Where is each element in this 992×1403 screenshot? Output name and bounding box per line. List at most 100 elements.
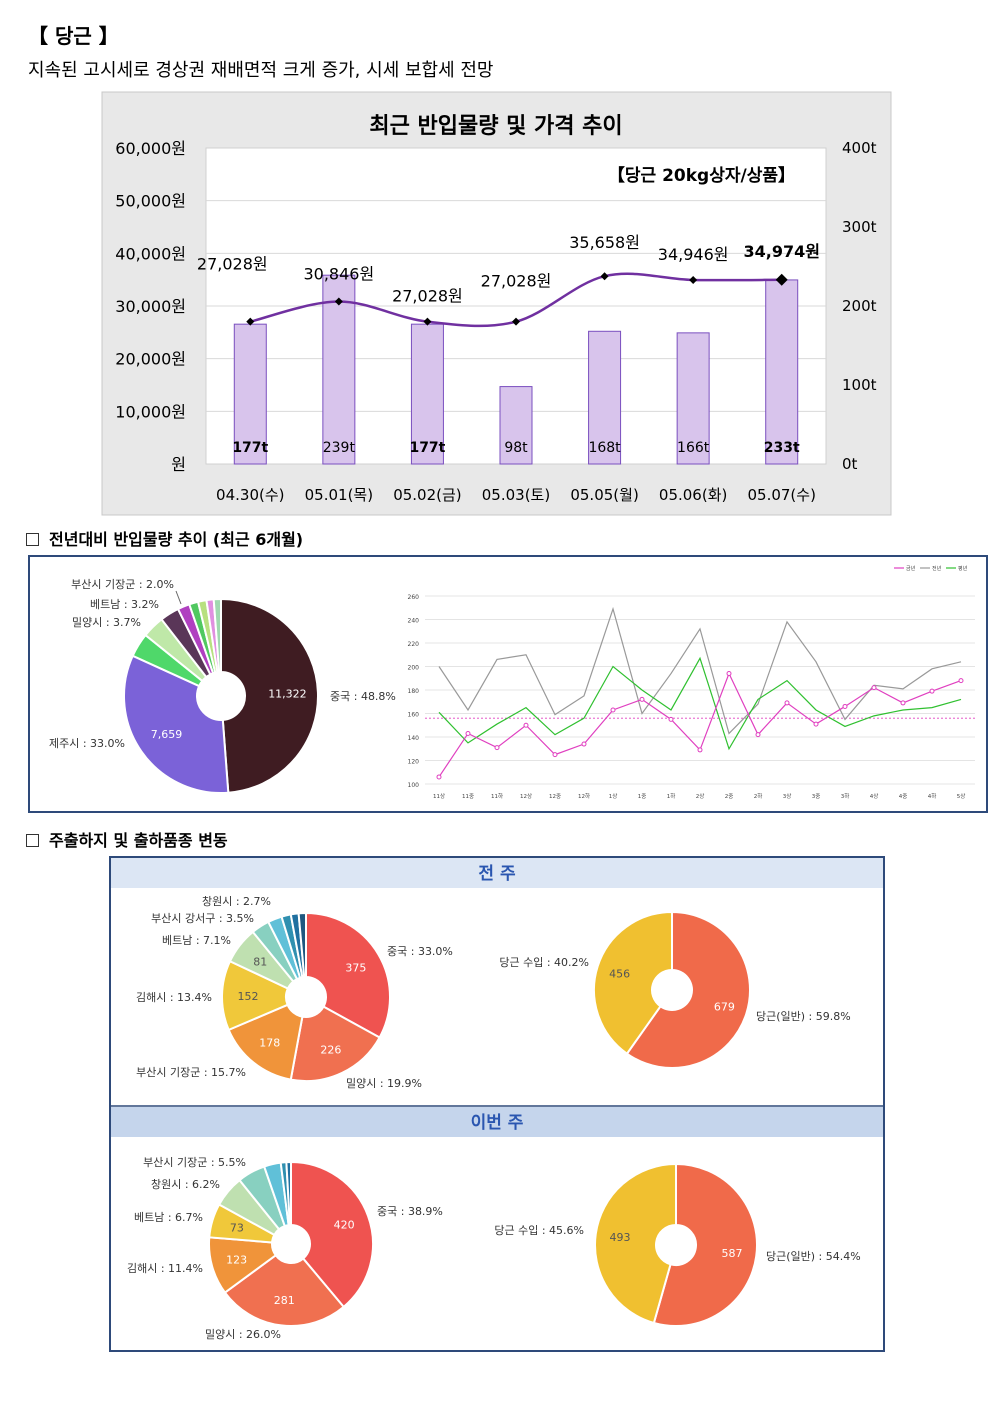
pie-value-label: 281 xyxy=(274,1294,295,1307)
volume-bar xyxy=(499,386,533,465)
pie-value-label: 226 xyxy=(320,1043,341,1056)
yoy-x-tick: 4중 xyxy=(899,793,908,800)
yoy-point xyxy=(436,774,442,780)
yoy-point xyxy=(871,685,877,691)
pie-slice-label: 제주시 : 33.0% xyxy=(49,737,125,750)
yoy-y-tick: 120 xyxy=(408,759,420,766)
pie-slice-label: 당근(일반) : 54.4% xyxy=(766,1249,861,1263)
yoy-x-tick: 12중 xyxy=(549,793,561,800)
yoy-y-tick: 220 xyxy=(408,641,420,648)
yoy-x-tick: 1상 xyxy=(609,792,618,800)
pie-slice-label: 부산시 기장군 : 5.5% xyxy=(143,1156,246,1169)
pie-value-label: 73 xyxy=(230,1222,244,1235)
price-marker xyxy=(512,317,520,326)
yoy-x-tick: 4상 xyxy=(870,792,879,800)
yoy-point xyxy=(784,700,790,706)
y-right-tick: 300t xyxy=(842,218,877,236)
pie-value-label: 679 xyxy=(714,1001,735,1014)
yoy-point xyxy=(523,722,529,728)
price-marker xyxy=(689,275,698,284)
yoy-y-tick: 260 xyxy=(408,594,420,601)
pie-slice-label: 밀양시 : 19.9% xyxy=(346,1077,422,1090)
pie-value-label: 152 xyxy=(238,990,259,1003)
yoy-y-tick: 180 xyxy=(408,688,420,695)
price-label: 34,946원 xyxy=(658,245,729,264)
yoy-y-tick: 140 xyxy=(408,735,420,742)
pie-value-label: 375 xyxy=(345,961,366,974)
y-right-tick: 0t xyxy=(842,455,858,473)
price-marker xyxy=(334,297,343,306)
pie-slice xyxy=(290,1160,374,1309)
yoy-point xyxy=(813,721,819,727)
yoy-point xyxy=(726,671,732,677)
price-label: 27,028원 xyxy=(197,255,268,274)
page-subtitle: 지속된 고시세로 경상권 재배면적 크게 증가, 시세 보합세 전망 xyxy=(28,60,494,81)
yoy-point xyxy=(581,741,587,747)
y-right-tick: 200t xyxy=(842,297,877,315)
pie-value-label: 123 xyxy=(226,1253,247,1266)
pie-slice xyxy=(223,1253,346,1327)
price-marker xyxy=(775,273,788,286)
price-marker xyxy=(423,317,432,326)
legend-label: 평년 xyxy=(958,565,968,572)
yoy-x-tick: 1중 xyxy=(638,793,647,800)
pie-slice-label: 당근 수입 : 40.2% xyxy=(499,956,589,969)
page-title: 【 당근 】 xyxy=(28,24,119,48)
section1-heading: 전년대비 반입물량 추이 (최근 6개월) xyxy=(26,526,303,550)
pie-slice xyxy=(227,1003,304,1081)
pie-slice-label: 중국 : 48.8% xyxy=(330,690,396,703)
pie-slice-label: 베트남 : 6.7% xyxy=(134,1211,203,1224)
pie-slice-label: 중국 : 33.0% xyxy=(387,945,453,958)
yoy-point xyxy=(958,678,964,684)
pie-slice xyxy=(297,911,307,979)
yoy-x-tick: 5상 xyxy=(957,792,966,800)
x-tick-label: 04.30(수) xyxy=(216,486,284,504)
yoy-x-tick: 2상 xyxy=(696,792,705,800)
yoy-point xyxy=(929,688,935,694)
yoy-x-tick: 11상 xyxy=(433,792,445,800)
y-left-tick: 20,000원 xyxy=(115,350,186,369)
x-tick-label: 05.05(월) xyxy=(570,486,638,504)
x-tick-label: 05.06(화) xyxy=(659,486,727,504)
checkbox-icon xyxy=(26,533,39,546)
checkbox-icon xyxy=(26,834,39,847)
pie-value-label: 11,322 xyxy=(268,687,307,700)
y-left-tick: 원 xyxy=(171,455,186,474)
pie-slice-label: 밀양시 : 26.0% xyxy=(205,1328,281,1341)
pie-slice xyxy=(285,1160,292,1227)
x-tick-label: 05.07(수) xyxy=(747,486,815,504)
yoy-x-tick: 12하 xyxy=(578,792,590,800)
yoy-point xyxy=(697,747,703,753)
x-tick-label: 05.01(목) xyxy=(305,486,373,504)
pie-slice xyxy=(220,597,319,794)
pie-value-label: 420 xyxy=(334,1219,355,1232)
leader-line xyxy=(175,590,182,605)
pie-value-label: 456 xyxy=(609,967,630,980)
volume-label: 177t xyxy=(409,440,445,456)
y-right-tick: 100t xyxy=(842,376,877,394)
price-label: 27,028원 xyxy=(481,272,552,291)
pie-slice xyxy=(625,910,751,1069)
pie-slice xyxy=(593,910,673,1056)
pie-slice-label: 김해시 : 11.4% xyxy=(127,1261,203,1275)
pie-slice-label: 김해시 : 13.4% xyxy=(136,990,212,1004)
volume-label: 233t xyxy=(764,440,800,456)
pie-slice-label: 베트남 : 7.1% xyxy=(162,934,231,947)
volume-label: 168t xyxy=(588,440,621,456)
this-week-header xyxy=(111,1107,883,1137)
yoy-y-tick: 240 xyxy=(408,618,420,625)
yoy-x-tick: 3하 xyxy=(841,792,850,800)
pie-value-label: 7,659 xyxy=(151,728,183,741)
yoy-point xyxy=(668,716,674,722)
x-tick-label: 05.03(토) xyxy=(482,486,550,504)
volume-bar xyxy=(588,330,622,465)
y-left-tick: 30,000원 xyxy=(115,297,186,316)
yoy-x-tick: 11하 xyxy=(491,792,503,800)
volume-bar xyxy=(765,279,799,465)
pie-slice xyxy=(212,597,222,674)
yoy-x-tick: 3중 xyxy=(812,793,821,800)
yoy-x-tick: 1하 xyxy=(667,792,676,800)
pie-slice xyxy=(221,959,290,1032)
pie-slice xyxy=(123,654,230,794)
section2-heading: 주출하지 및 출하품종 변동 xyxy=(26,827,228,851)
